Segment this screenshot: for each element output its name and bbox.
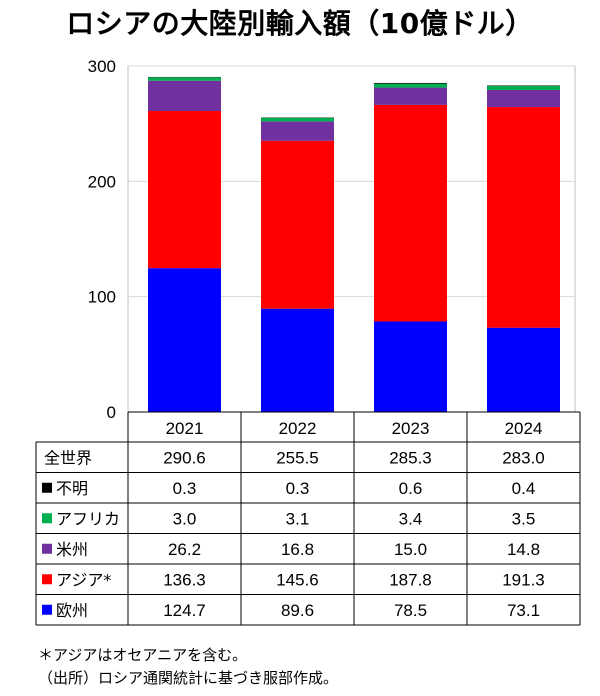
row-label-アフリカ: アフリカ — [56, 509, 120, 528]
bar-アフリカ-2022 — [261, 117, 334, 122]
bar-米州-2023 — [374, 87, 447, 105]
y-tick-label: 100 — [88, 288, 116, 307]
footnotes: ＊アジアはオセアニアを含む。 （出所）ロシア通関統計に基づき服部作成。 — [38, 644, 338, 690]
x-tick-label: 2022 — [279, 419, 317, 438]
data-label-アジア-2024: 191.3 — [502, 570, 545, 589]
bar-アフリカ-2021 — [148, 77, 221, 81]
legend-swatch-欧州 — [42, 604, 52, 615]
y-axis: 0 100 200 300 — [88, 57, 116, 422]
data-label-不明-2024: 0.4 — [512, 479, 536, 498]
data-label-米州-2024: 14.8 — [507, 540, 540, 559]
bar-米州-2022 — [261, 121, 334, 141]
data-label-米州-2022: 16.8 — [281, 540, 314, 559]
row-label-不明: 不明 — [56, 479, 88, 498]
row-label-欧州: 欧州 — [56, 601, 88, 620]
data-label-アジア-2021: 136.3 — [163, 570, 206, 589]
bar-米州-2024 — [487, 89, 560, 108]
data-label-欧州-2022: 89.6 — [281, 601, 314, 620]
data-label-アフリカ-2024: 3.5 — [512, 509, 536, 528]
x-tick-label: 2023 — [392, 419, 430, 438]
bar-アジア-2021 — [148, 110, 221, 269]
row-label-アジア: アジア* — [56, 570, 111, 589]
data-label-アジア-2022: 145.6 — [276, 570, 319, 589]
data-label-アジア-2023: 187.8 — [389, 570, 432, 589]
data-label-アフリカ-2021: 3.0 — [173, 509, 197, 528]
x-tick-label: 2021 — [166, 419, 204, 438]
chart-title: ロシアの大陸別輸入額（10億ドル） — [66, 7, 534, 40]
data-label-total-2021: 290.6 — [163, 448, 206, 467]
data-label-アフリカ-2022: 3.1 — [286, 509, 310, 528]
bar-アフリカ-2023 — [374, 83, 447, 88]
bar-アジア-2022 — [261, 140, 334, 309]
footnote-source: （出所）ロシア通関統計に基づき服部作成。 — [38, 669, 339, 687]
data-label-total-2023: 285.3 — [389, 448, 432, 467]
data-label-欧州-2023: 78.5 — [394, 601, 427, 620]
bar-米州-2021 — [148, 80, 221, 111]
legend-swatch-不明 — [42, 482, 52, 493]
data-label-米州-2021: 26.2 — [168, 540, 201, 559]
bar-アジア-2024 — [487, 107, 560, 328]
bar-欧州-2021 — [148, 268, 221, 412]
data-label-アフリカ-2023: 3.4 — [399, 509, 423, 528]
data-label-total-2022: 255.5 — [276, 448, 319, 467]
footnote-asia: ＊アジアはオセアニアを含む。 — [38, 646, 248, 664]
x-tick-label: 2024 — [505, 419, 543, 438]
bar-欧州-2023 — [374, 321, 447, 412]
bar-欧州-2024 — [487, 327, 560, 412]
data-label-欧州-2021: 124.7 — [163, 601, 206, 620]
data-label-欧州-2024: 73.1 — [507, 601, 540, 620]
data-label-不明-2023: 0.6 — [399, 479, 423, 498]
bar-不明-2023 — [374, 82, 447, 84]
legend-swatch-米州 — [42, 543, 52, 554]
data-label-total-2024: 283.0 — [502, 448, 545, 467]
row-label-total: 全世界 — [44, 448, 92, 467]
bar-欧州-2022 — [261, 308, 334, 412]
y-tick-label: 300 — [88, 57, 116, 76]
y-tick-label: 0 — [107, 403, 116, 422]
bar-アジア-2023 — [374, 104, 447, 322]
bar-アフリカ-2024 — [487, 85, 560, 90]
data-table: 2021 2022 2023 2024 全世界 290.6 255.5 285.3 283.0 不… — [35, 411, 581, 626]
bars — [148, 76, 560, 412]
row-label-米州: 米州 — [56, 540, 88, 559]
data-label-不明-2021: 0.3 — [173, 479, 197, 498]
legend-swatch-アフリカ — [42, 513, 52, 524]
data-label-米州-2023: 15.0 — [394, 540, 427, 559]
legend-swatch-アジア — [42, 574, 52, 585]
y-tick-label: 200 — [88, 172, 116, 191]
data-label-不明-2022: 0.3 — [286, 479, 310, 498]
